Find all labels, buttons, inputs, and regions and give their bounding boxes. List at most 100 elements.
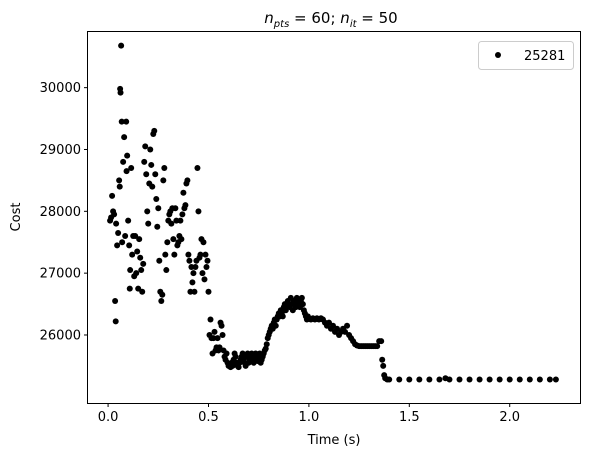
data-point [126,285,133,292]
y-tick-label: 30000 [40,81,81,96]
data-point [526,376,533,383]
data-point [172,205,179,212]
data-point [272,322,279,329]
data-point [195,208,202,215]
data-point [112,297,119,304]
data-point [143,171,150,178]
data-point [153,195,160,202]
data-point [158,297,165,304]
legend-marker [495,52,501,58]
data-point [223,350,230,357]
data-point [116,177,123,184]
x-axis-ticks: 0.0 0.5 1.0 1.5 2.0 [98,403,520,425]
data-point [111,211,118,218]
data-point [202,251,209,258]
data-point [486,376,493,383]
data-point [177,217,184,224]
data-point [124,152,131,159]
data-point [122,233,129,240]
data-point [121,134,128,141]
data-point [140,260,147,267]
data-point [142,143,149,150]
x-tick-label: 0.0 [98,410,119,425]
data-point [149,183,156,190]
data-point [141,158,148,165]
data-point [116,183,123,190]
data-point [189,279,196,286]
data-point [129,251,136,258]
data-point [162,251,169,258]
data-point [114,242,121,249]
data-point [199,270,206,277]
data-point [139,288,146,295]
legend-box [478,41,574,70]
data-point [117,89,124,96]
data-point [386,376,393,383]
y-tick-label: 26000 [40,328,81,343]
data-point [190,270,197,277]
data-point [185,251,192,258]
data-point [171,251,178,258]
data-point [446,376,453,383]
data-point [214,335,221,342]
x-tick-label: 0.5 [198,410,219,425]
data-point [263,341,270,348]
data-point [201,276,208,283]
data-point [118,42,125,49]
data-point [496,376,503,383]
data-point [546,376,553,383]
data-point [113,220,120,227]
data-point [112,318,119,325]
data-point [456,376,463,383]
data-point [178,236,185,243]
data-point [154,223,161,230]
data-point [156,257,163,264]
data-points [107,42,559,383]
data-point [180,189,187,196]
data-point [203,263,210,270]
data-point [123,168,130,175]
data-point [168,220,175,227]
plot-frame [87,31,581,404]
data-point [416,376,423,383]
chart-title: npts = 60; nit = 50 [264,9,397,30]
data-point [164,239,171,246]
data-point [170,236,177,243]
data-point [516,376,523,383]
y-tick-label: 27000 [40,267,81,282]
data-point [163,267,170,274]
data-point [155,205,162,212]
data-point [144,208,151,215]
data-point [134,248,141,255]
data-point [138,267,145,274]
data-point [160,177,167,184]
data-point [126,242,133,249]
data-point [506,376,513,383]
data-point [133,270,140,277]
data-point [466,376,473,383]
data-point [552,376,559,383]
data-point [136,236,143,243]
data-point [406,376,413,383]
data-point [279,313,286,320]
data-point [204,257,211,264]
data-point [344,322,351,329]
data-point [219,331,226,338]
data-point [194,165,201,172]
y-axis-ticks: 26000 27000 28000 29000 30000 [40,81,88,343]
data-point [179,211,186,218]
data-point [426,376,433,383]
data-point [184,177,191,184]
data-point [182,202,189,209]
data-point [109,192,116,199]
data-point [120,158,127,165]
data-point [207,316,214,323]
data-point [186,257,193,264]
x-tick-label: 2.0 [499,410,520,425]
x-tick-label: 1.5 [399,410,420,425]
data-point [123,118,130,125]
x-axis-label: Time (s) [307,433,361,448]
data-point [192,263,199,270]
y-tick-label: 28000 [40,205,81,220]
